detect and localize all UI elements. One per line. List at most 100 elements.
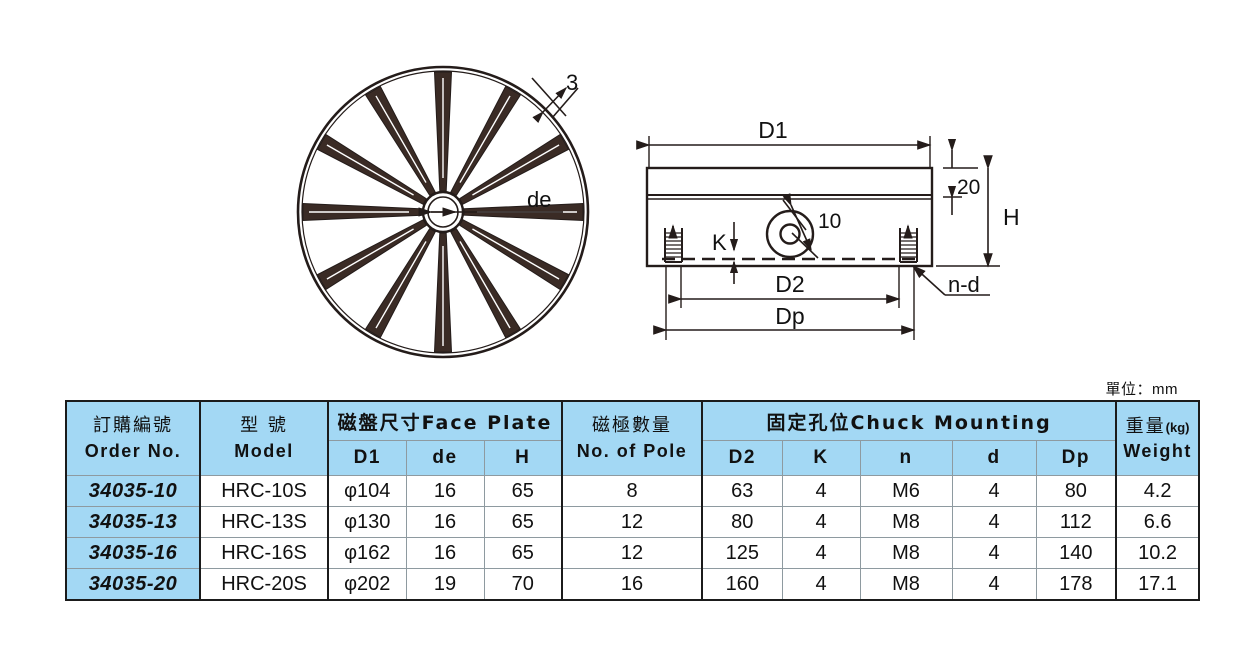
spec-table-body: 34035-10 HRC-10S φ104 16 65 8 63 4 M6 4 …	[65, 475, 1200, 601]
d2-dimension	[668, 266, 901, 308]
header-pole-cjk: 磁極數量	[592, 415, 673, 437]
cell-dp: 140	[1035, 537, 1117, 569]
cell-k: 4	[781, 568, 861, 601]
label-h: H	[1003, 204, 1020, 230]
cell-weight: 10.2	[1115, 537, 1200, 569]
label-k: K	[712, 230, 727, 255]
mounting-hole-right	[899, 224, 918, 263]
cell-d: 4	[951, 568, 1037, 601]
table-row[interactable]: 34035-20 HRC-20S φ202 19 70 16 160 4 M8 …	[65, 568, 1200, 601]
header-model-cjk: 型 號	[240, 415, 288, 437]
cell-d2: 80	[701, 506, 783, 538]
cell-h: 65	[483, 475, 563, 507]
header-face-plate: 磁盤尺寸Face Plate	[326, 400, 563, 441]
h-dimension	[936, 155, 1000, 268]
spec-table-container: 訂購編號 Order No. 型 號 Model 磁盤尺寸Face Plate …	[65, 400, 1201, 601]
cell-order-no: 34035-13	[65, 506, 201, 538]
header-n: n	[859, 440, 953, 476]
header-k: K	[781, 440, 861, 476]
table-row[interactable]: 34035-16 HRC-16S φ162 16 65 12 125 4 M8 …	[65, 537, 1200, 569]
cell-dp: 80	[1035, 475, 1117, 507]
cell-d2: 125	[701, 537, 783, 569]
label-pole-gap: 3	[566, 70, 578, 95]
cell-h: 70	[483, 568, 563, 601]
cell-n: M8	[859, 568, 953, 601]
label-dp: Dp	[775, 303, 804, 329]
center-hole-dimension	[782, 193, 819, 259]
cell-pole: 12	[561, 506, 703, 538]
face-plate-front-view	[296, 65, 590, 359]
header-no-of-pole: 磁極數量 No. of Pole	[561, 400, 703, 476]
cell-de: 16	[405, 506, 485, 538]
cell-n: M6	[859, 475, 953, 507]
cell-d: 4	[951, 475, 1037, 507]
header-order-no-cjk: 訂購編號	[93, 415, 173, 437]
cell-de: 16	[405, 475, 485, 507]
header-pole-en: No. of Pole	[576, 440, 688, 461]
chuck-side-view	[636, 136, 1000, 340]
cell-d1: φ130	[327, 506, 407, 538]
cell-model: HRC-16S	[199, 537, 329, 569]
label-10: 10	[818, 210, 841, 233]
header-de: de	[405, 440, 485, 476]
cell-d2: 63	[701, 475, 783, 507]
cell-dp: 112	[1035, 506, 1117, 538]
header-d2: D2	[701, 440, 783, 476]
cell-k: 4	[781, 475, 861, 507]
label-nd: n-d	[948, 272, 980, 297]
header-order-no: 訂購編號 Order No.	[65, 400, 201, 476]
nd-leader	[911, 264, 990, 296]
cell-model: HRC-20S	[199, 568, 329, 601]
label-d2: D2	[775, 271, 804, 297]
pole-segments	[302, 71, 584, 353]
cell-model: HRC-10S	[199, 475, 329, 507]
cell-k: 4	[781, 506, 861, 538]
label-de: de	[527, 187, 551, 212]
cell-d2: 160	[701, 568, 783, 601]
cell-dp: 178	[1035, 568, 1117, 601]
header-model: 型 號 Model	[199, 400, 329, 476]
cell-order-no: 34035-16	[65, 537, 201, 569]
cell-pole: 12	[561, 537, 703, 569]
cell-weight: 6.6	[1115, 506, 1200, 538]
cell-d1: φ104	[327, 475, 407, 507]
header-weight-en: Weight	[1123, 441, 1192, 461]
table-row[interactable]: 34035-10 HRC-10S φ104 16 65 8 63 4 M6 4 …	[65, 475, 1200, 507]
cell-order-no: 34035-20	[65, 568, 201, 601]
header-model-en: Model	[234, 440, 294, 461]
header-weight-cjk: 重量(kg)	[1125, 415, 1190, 437]
cell-d1: φ162	[327, 537, 407, 569]
cell-k: 4	[781, 537, 861, 569]
header-dp: Dp	[1035, 440, 1117, 476]
header-weight-unit: (kg)	[1165, 419, 1190, 435]
header-weight: 重量(kg) Weight	[1115, 400, 1200, 476]
cell-d1: φ202	[327, 568, 407, 601]
cell-pole: 16	[561, 568, 703, 601]
cell-order-no: 34035-10	[65, 475, 201, 507]
cell-de: 16	[405, 537, 485, 569]
cell-de: 19	[405, 568, 485, 601]
d1-dimension	[636, 136, 932, 168]
cell-n: M8	[859, 506, 953, 538]
cell-model: HRC-13S	[199, 506, 329, 538]
specification-table: 訂購編號 Order No. 型 號 Model 磁盤尺寸Face Plate …	[65, 400, 1201, 601]
cell-d: 4	[951, 537, 1037, 569]
mounting-hole-left	[664, 224, 683, 263]
unit-note: 單位：mm	[1105, 381, 1178, 398]
cell-pole: 8	[561, 475, 703, 507]
cell-h: 65	[483, 537, 563, 569]
top-plate-dimension	[943, 138, 978, 215]
header-order-no-en: Order No.	[84, 440, 182, 461]
cell-d: 4	[951, 506, 1037, 538]
header-d1: D1	[327, 440, 407, 476]
technical-drawing-area: 3 de D1 20 H 10 K D2 Dp n-d	[296, 65, 1020, 359]
header-d: d	[951, 440, 1037, 476]
table-row[interactable]: 34035-13 HRC-13S φ130 16 65 12 80 4 M8 4…	[65, 506, 1200, 538]
header-h: H	[483, 440, 563, 476]
cell-weight: 4.2	[1115, 475, 1200, 507]
dp-dimension	[653, 266, 916, 340]
header-chuck-mounting: 固定孔位Chuck Mounting	[701, 400, 1117, 441]
cell-weight: 17.1	[1115, 568, 1200, 601]
cell-n: M8	[859, 537, 953, 569]
label-20: 20	[957, 176, 980, 199]
